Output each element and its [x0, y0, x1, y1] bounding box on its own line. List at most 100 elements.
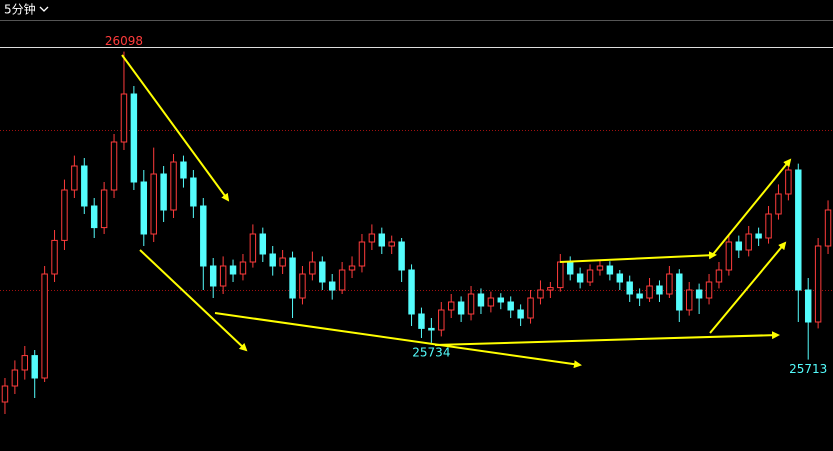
candle-body: [576, 273, 584, 283]
period-dropdown[interactable]: [39, 6, 49, 12]
candle-body: [467, 293, 475, 315]
candle-body: [81, 165, 88, 207]
candle-body: [120, 93, 128, 143]
trend-arrow: [709, 241, 787, 334]
trend-arrow: [214, 312, 582, 369]
trend-arrow: [709, 158, 792, 259]
candle-body: [457, 301, 465, 315]
candle-body: [775, 193, 782, 215]
candle-body: [41, 273, 48, 379]
candle-body: [219, 265, 227, 287]
candle-body: [666, 273, 673, 295]
candle-body: [735, 241, 743, 251]
candle-body: [656, 285, 663, 295]
trend-arrow: [434, 331, 780, 346]
candle-body: [368, 233, 376, 243]
candle-body: [249, 233, 257, 263]
candle-body: [398, 241, 405, 271]
candle-body: [130, 93, 138, 183]
candle-body: [616, 273, 624, 283]
candle-body: [21, 355, 29, 371]
candle-body: [170, 161, 177, 211]
candle-body: [269, 253, 276, 267]
candle-body: [200, 205, 207, 267]
candle-body: [100, 189, 108, 229]
candle-body: [378, 233, 386, 247]
candle-body: [110, 141, 118, 191]
candle-body: [438, 309, 445, 331]
candle-body: [705, 281, 713, 299]
candle-body: [487, 297, 495, 307]
candle-body: [160, 173, 167, 211]
period-label[interactable]: 5分钟: [4, 2, 36, 17]
candle-body: [755, 233, 762, 239]
candle-body: [11, 369, 19, 387]
candle-body: [695, 289, 703, 299]
candle-body: [557, 261, 564, 289]
candle-body: [1, 385, 9, 403]
candle-body: [259, 233, 267, 255]
candle-body: [765, 213, 772, 239]
candle-body: [646, 285, 653, 299]
candle-body: [309, 261, 316, 275]
candle-body: [61, 189, 68, 241]
candle-body: [586, 269, 594, 283]
candle-body: [190, 177, 197, 207]
candle-body: [319, 261, 326, 283]
candle-body: [408, 269, 415, 315]
candle-body: [785, 169, 792, 195]
extreme-label: 25713: [789, 362, 827, 376]
candle-body: [745, 233, 752, 251]
candle-body: [725, 241, 733, 271]
candle-body: [517, 309, 524, 319]
candle-body: [328, 281, 336, 291]
candle-body: [150, 173, 157, 235]
candle-body: [566, 261, 574, 275]
extreme-label: 26098: [105, 34, 143, 48]
candle-body: [447, 301, 455, 311]
candle-body: [715, 269, 723, 283]
trend-arrow: [559, 251, 717, 263]
candle-body: [289, 257, 296, 299]
candle-body: [51, 239, 58, 275]
trend-arrow: [139, 249, 248, 352]
extreme-label: 25734: [412, 345, 450, 359]
candle-body: [140, 181, 148, 235]
trend-arrow: [121, 54, 230, 202]
candle-body: [418, 313, 425, 329]
candle-body: [527, 297, 534, 319]
candle-body: [180, 161, 187, 179]
candle-body: [636, 293, 643, 299]
trend-arrows: [121, 54, 792, 369]
candle-body: [31, 355, 38, 379]
candle-body: [537, 289, 544, 299]
candle-body: [279, 257, 286, 267]
candle-body: [804, 289, 812, 323]
candle-body: [71, 165, 78, 191]
candle-body: [547, 287, 554, 291]
candle-body: [90, 205, 98, 229]
candle-body: [676, 273, 683, 311]
candle-body: [358, 241, 366, 267]
candle-body: [239, 261, 247, 275]
candle-body: [814, 245, 822, 323]
candle-body: [338, 269, 346, 291]
candle-body: [348, 265, 356, 271]
candle-body: [388, 241, 395, 247]
candle-body: [229, 265, 237, 275]
candle-body: [507, 301, 514, 311]
plot: [0, 51, 833, 414]
candle-body: [428, 327, 435, 331]
candle-body: [299, 273, 306, 299]
candle-body: [497, 297, 505, 303]
candle-body: [824, 209, 832, 247]
candle-body: [626, 281, 633, 295]
candle-body: [209, 265, 217, 287]
candle-body: [477, 293, 485, 307]
candle-body: [596, 265, 604, 271]
candle-body: [685, 289, 693, 311]
candle-body: [795, 169, 802, 291]
